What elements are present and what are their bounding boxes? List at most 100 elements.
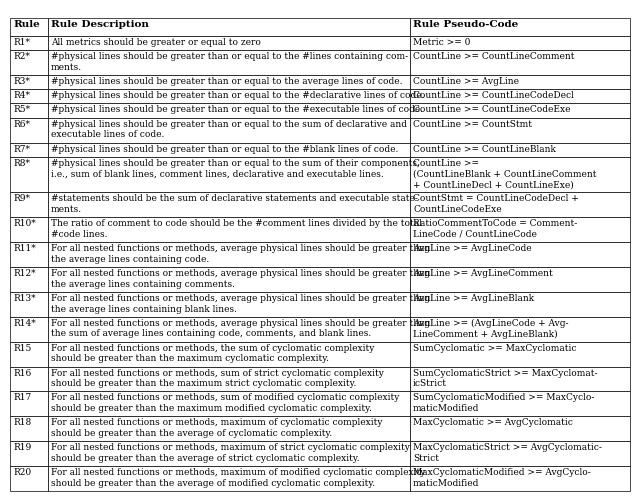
Text: R14*: R14* xyxy=(13,319,36,328)
Text: CountLine >=: CountLine >= xyxy=(413,159,479,168)
Bar xyxy=(410,367,630,391)
Bar xyxy=(48,192,410,217)
Text: LineCode / CountLineCode: LineCode / CountLineCode xyxy=(413,230,537,239)
Text: R5*: R5* xyxy=(13,105,30,115)
Text: should be greater than the average of modified cyclomatic complexity.: should be greater than the average of mo… xyxy=(51,479,375,488)
Bar xyxy=(410,18,630,36)
Text: For all nested functions or methods, average physical lines should be greater th: For all nested functions or methods, ave… xyxy=(51,294,430,303)
Bar xyxy=(48,342,410,367)
Bar xyxy=(48,441,410,466)
Bar xyxy=(410,142,630,157)
Text: R3*: R3* xyxy=(13,77,30,86)
Bar xyxy=(10,466,48,491)
Bar xyxy=(10,89,48,103)
Bar xyxy=(410,89,630,103)
Text: R17: R17 xyxy=(13,393,31,402)
Bar xyxy=(48,157,410,192)
Text: MaxCyclomaticModified >= AvgCyclo-: MaxCyclomaticModified >= AvgCyclo- xyxy=(413,468,591,477)
Bar xyxy=(410,441,630,466)
Bar xyxy=(10,416,48,441)
Text: CountLine >= CountLineCodeDecl: CountLine >= CountLineCodeDecl xyxy=(413,91,574,100)
Text: R20: R20 xyxy=(13,468,31,477)
Text: R2*: R2* xyxy=(13,52,30,61)
Text: R4*: R4* xyxy=(13,91,30,100)
Bar xyxy=(48,75,410,89)
Text: Strict: Strict xyxy=(413,454,439,463)
Text: For all nested functions or methods, the sum of cyclomatic complexity: For all nested functions or methods, the… xyxy=(51,344,374,353)
Text: R8*: R8* xyxy=(13,159,30,168)
Bar xyxy=(410,317,630,342)
Text: the average lines containing blank lines.: the average lines containing blank lines… xyxy=(51,305,237,313)
Text: #physical lines should be greater than or equal to the #blank lines of code.: #physical lines should be greater than o… xyxy=(51,144,398,154)
Bar xyxy=(48,217,410,242)
Bar xyxy=(48,416,410,441)
Bar xyxy=(10,441,48,466)
Text: CountStmt = CountLineCodeDecl +: CountStmt = CountLineCodeDecl + xyxy=(413,194,579,203)
Bar xyxy=(48,103,410,118)
Text: the average lines containing code.: the average lines containing code. xyxy=(51,255,209,264)
Text: All metrics should be greater or equal to zero: All metrics should be greater or equal t… xyxy=(51,38,261,47)
Bar xyxy=(410,292,630,317)
Bar xyxy=(10,192,48,217)
Text: For all nested functions or methods, average physical lines should be greater th: For all nested functions or methods, ave… xyxy=(51,319,430,328)
Text: R16: R16 xyxy=(13,369,31,377)
Bar xyxy=(48,267,410,292)
Text: For all nested functions or methods, maximum of cyclomatic complexity: For all nested functions or methods, max… xyxy=(51,418,383,428)
Text: maticModified: maticModified xyxy=(413,479,479,488)
Bar xyxy=(410,217,630,242)
Bar xyxy=(10,75,48,89)
Text: #statements should be the sum of declarative statements and executable state-: #statements should be the sum of declara… xyxy=(51,194,418,203)
Text: MaxCyclomaticStrict >= AvgCyclomatic-: MaxCyclomaticStrict >= AvgCyclomatic- xyxy=(413,443,602,452)
Text: should be greater than the average of strict cyclomatic complexity.: should be greater than the average of st… xyxy=(51,454,360,463)
Bar xyxy=(48,292,410,317)
Text: (CountLineBlank + CountLineComment: (CountLineBlank + CountLineComment xyxy=(413,170,596,179)
Text: R19: R19 xyxy=(13,443,31,452)
Text: ments.: ments. xyxy=(51,62,82,71)
Text: R13*: R13* xyxy=(13,294,36,303)
Text: Rule Pseudo-Code: Rule Pseudo-Code xyxy=(413,20,518,29)
Text: should be greater than the average of cyclomatic complexity.: should be greater than the average of cy… xyxy=(51,429,332,438)
Text: the sum of average lines containing code, comments, and blank lines.: the sum of average lines containing code… xyxy=(51,329,371,338)
Text: Rule: Rule xyxy=(13,20,40,29)
Text: AvgLine >= AvgLineComment: AvgLine >= AvgLineComment xyxy=(413,269,553,278)
Text: should be greater than the maximum cyclomatic complexity.: should be greater than the maximum cyclo… xyxy=(51,354,329,363)
Bar xyxy=(10,50,48,75)
Text: LineComment + AvgLineBlank): LineComment + AvgLineBlank) xyxy=(413,329,557,338)
Bar xyxy=(410,75,630,89)
Bar xyxy=(410,192,630,217)
Text: CountLine >= AvgLine: CountLine >= AvgLine xyxy=(413,77,519,86)
Bar xyxy=(48,118,410,142)
Text: R6*: R6* xyxy=(13,120,30,128)
Bar xyxy=(410,103,630,118)
Bar xyxy=(48,36,410,50)
Bar xyxy=(10,157,48,192)
Text: i.e., sum of blank lines, comment lines, declarative and executable lines.: i.e., sum of blank lines, comment lines,… xyxy=(51,170,384,179)
Bar xyxy=(48,142,410,157)
Text: The ratio of comment to code should be the #comment lines divided by the total: The ratio of comment to code should be t… xyxy=(51,219,422,228)
Text: #physical lines should be greater than or equal to the #lines containing com-: #physical lines should be greater than o… xyxy=(51,52,408,61)
Bar xyxy=(10,292,48,317)
Text: AvgLine >= AvgLineBlank: AvgLine >= AvgLineBlank xyxy=(413,294,534,303)
Text: For all nested functions or methods, sum of modified cyclomatic complexity: For all nested functions or methods, sum… xyxy=(51,393,399,402)
Text: Metric >= 0: Metric >= 0 xyxy=(413,38,470,47)
Text: R1*: R1* xyxy=(13,38,30,47)
Text: R15: R15 xyxy=(13,344,31,353)
Bar xyxy=(10,18,48,36)
Text: CountLine >= CountLineCodeExe: CountLine >= CountLineCodeExe xyxy=(413,105,570,115)
Text: + CountLineDecl + CountLineExe): + CountLineDecl + CountLineExe) xyxy=(413,180,573,189)
Bar xyxy=(410,36,630,50)
Text: CountLine >= CountLineComment: CountLine >= CountLineComment xyxy=(413,52,575,61)
Text: For all nested functions or methods, maximum of strict cyclomatic complexity: For all nested functions or methods, max… xyxy=(51,443,410,452)
Text: should be greater than the maximum strict cyclomatic complexity.: should be greater than the maximum stric… xyxy=(51,379,356,388)
Bar xyxy=(10,342,48,367)
Text: #physical lines should be greater than or equal to the average lines of code.: #physical lines should be greater than o… xyxy=(51,77,403,86)
Text: Rule Description: Rule Description xyxy=(51,20,149,29)
Bar xyxy=(10,103,48,118)
Text: should be greater than the maximum modified cyclomatic complexity.: should be greater than the maximum modif… xyxy=(51,404,372,413)
Text: CountLine >= CountLineBlank: CountLine >= CountLineBlank xyxy=(413,144,556,154)
Bar xyxy=(48,391,410,416)
Bar xyxy=(10,367,48,391)
Text: #physical lines should be greater than or equal to the #executable lines of code: #physical lines should be greater than o… xyxy=(51,105,423,115)
Bar xyxy=(48,367,410,391)
Bar xyxy=(10,142,48,157)
